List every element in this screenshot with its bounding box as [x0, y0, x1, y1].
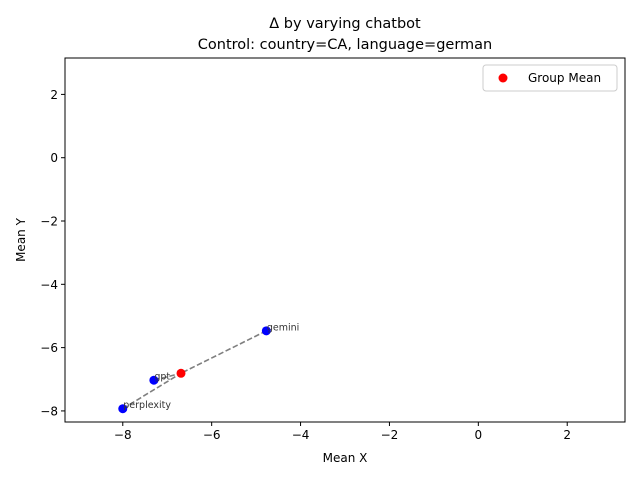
y-tick-label: −4 — [40, 278, 58, 292]
y-tick-label: 2 — [50, 88, 58, 102]
x-axis-label: Mean X — [323, 451, 368, 465]
y-tick-label: −6 — [40, 341, 58, 355]
x-tick-label: −6 — [203, 428, 221, 442]
data-point-perplexity — [118, 404, 128, 414]
y-axis-label: Mean Y — [14, 217, 28, 262]
x-tick-label: −2 — [381, 428, 399, 442]
legend-label-group-mean: Group Mean — [528, 71, 601, 85]
point-label-gpt: gpt — [154, 372, 170, 383]
legend: Group Mean — [482, 64, 618, 92]
connector-line-gpt — [153, 372, 182, 381]
plot-area: gemini gpt perplexity −8 −6 −4 −2 0 2 −8 −6 −4 −2 0 2 — [40, 57, 626, 442]
legend-frame — [482, 64, 618, 92]
connector-line-gemini — [180, 330, 267, 374]
x-tick-label: −4 — [292, 428, 310, 442]
y-tick-label: 0 — [50, 151, 58, 165]
connector-line-perplexity — [122, 372, 182, 410]
point-label-gemini: gemini — [267, 322, 299, 333]
data-point-gpt — [149, 375, 159, 385]
x-tick-label: 0 — [475, 428, 483, 442]
group-mean-point — [176, 368, 186, 378]
data-point-gemini — [261, 326, 271, 336]
point-label-perplexity: perplexity — [123, 400, 171, 411]
x-tick-label: −8 — [114, 428, 132, 442]
y-tick-label: −2 — [40, 215, 58, 229]
axes-frame — [64, 57, 626, 423]
x-tick-label: 2 — [563, 428, 571, 442]
chart-title: Δ by varying chatbot — [269, 16, 421, 32]
legend-marker-group-mean — [498, 73, 508, 83]
chart-subtitle: Control: country=CA, language=german — [198, 37, 492, 53]
y-tick-label: −8 — [40, 404, 58, 418]
